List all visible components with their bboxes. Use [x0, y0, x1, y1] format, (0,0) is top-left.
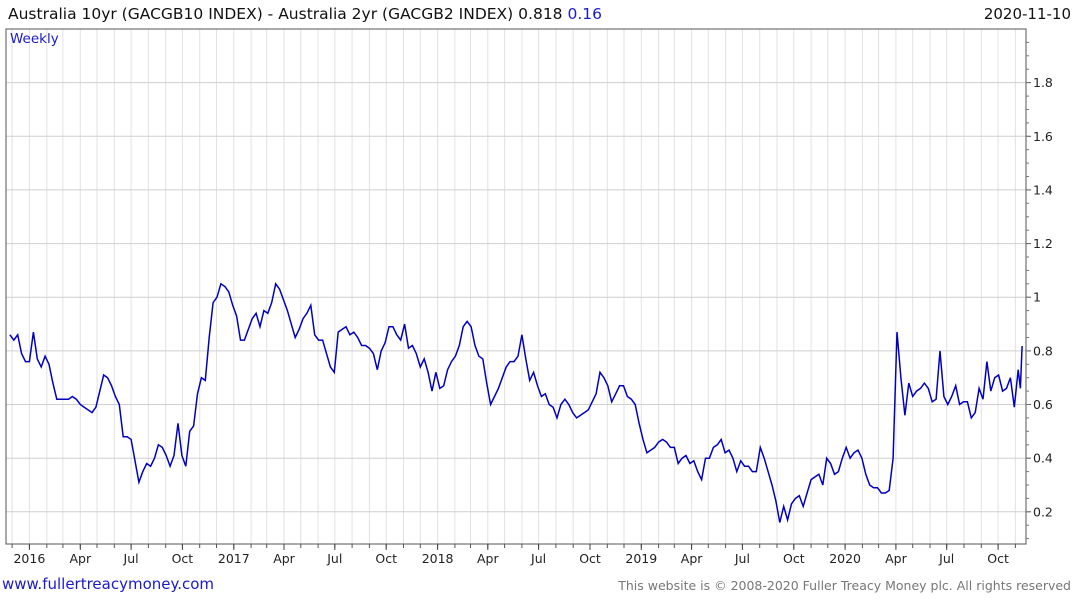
- x-tick-label: Apr: [477, 551, 499, 566]
- y-tick-label: 0.4: [1033, 451, 1053, 466]
- y-tick-label: 0.2: [1033, 504, 1053, 519]
- grid-lines: [6, 29, 1026, 544]
- x-tick-label: 2019: [625, 551, 657, 566]
- x-tick-label: Oct: [172, 551, 194, 566]
- x-tick-label: Jul: [326, 551, 342, 566]
- last-value: 0.818: [518, 5, 563, 23]
- x-tick-label: 2016: [13, 551, 45, 566]
- y-tick-label: 1: [1033, 290, 1041, 305]
- copyright-notice: This website is © 2008-2020 Fuller Treac…: [618, 578, 1071, 593]
- x-tick-label: Oct: [987, 551, 1009, 566]
- x-tick-label: 2018: [422, 551, 454, 566]
- change-value: 0.16: [567, 5, 602, 23]
- x-tick-label: Jul: [123, 551, 139, 566]
- x-tick-label: Apr: [885, 551, 907, 566]
- x-tick-label: Jul: [530, 551, 546, 566]
- x-tick-label: Oct: [375, 551, 397, 566]
- y-tick-label: 0.6: [1033, 397, 1053, 412]
- frequency-label: Weekly: [10, 31, 59, 47]
- series-line: [9, 281, 1023, 523]
- x-tick-label: 2017: [218, 551, 250, 566]
- y-tick-label: 1.8: [1033, 75, 1053, 90]
- x-tick-label: 2020: [829, 551, 861, 566]
- x-tick-label: Oct: [783, 551, 805, 566]
- x-axis: 2016 Apr Jul Oct 2017 Apr Jul Oct 2018 Apr Jul Oct 2…: [11, 544, 1016, 566]
- chart-date: 2020-11-10: [983, 5, 1071, 23]
- x-tick-label: Apr: [681, 551, 703, 566]
- y-tick-label: 0.8: [1033, 343, 1053, 358]
- chart-title: Australia 10yr (GACGB10 INDEX) - Austral…: [8, 5, 602, 23]
- x-tick-label: Jul: [734, 551, 750, 566]
- x-tick-label: Apr: [273, 551, 295, 566]
- y-tick-label: 1.2: [1033, 236, 1053, 251]
- y-tick-label: 1.4: [1033, 182, 1053, 197]
- y-tick-label: 1.6: [1033, 129, 1053, 144]
- title-prefix: Australia 10yr (GACGB10 INDEX) - Austral…: [8, 5, 514, 23]
- x-tick-label: Jul: [938, 551, 954, 566]
- y-axis: 0.2 0.4 0.6 0.8 1 1.2 1.4 1.6 1.8: [1026, 41, 1053, 540]
- site-link[interactable]: www.fullertreacymoney.com: [2, 575, 215, 593]
- x-tick-label: Oct: [579, 551, 601, 566]
- plot-frame: [5, 28, 1027, 545]
- x-tick-label: Apr: [69, 551, 91, 566]
